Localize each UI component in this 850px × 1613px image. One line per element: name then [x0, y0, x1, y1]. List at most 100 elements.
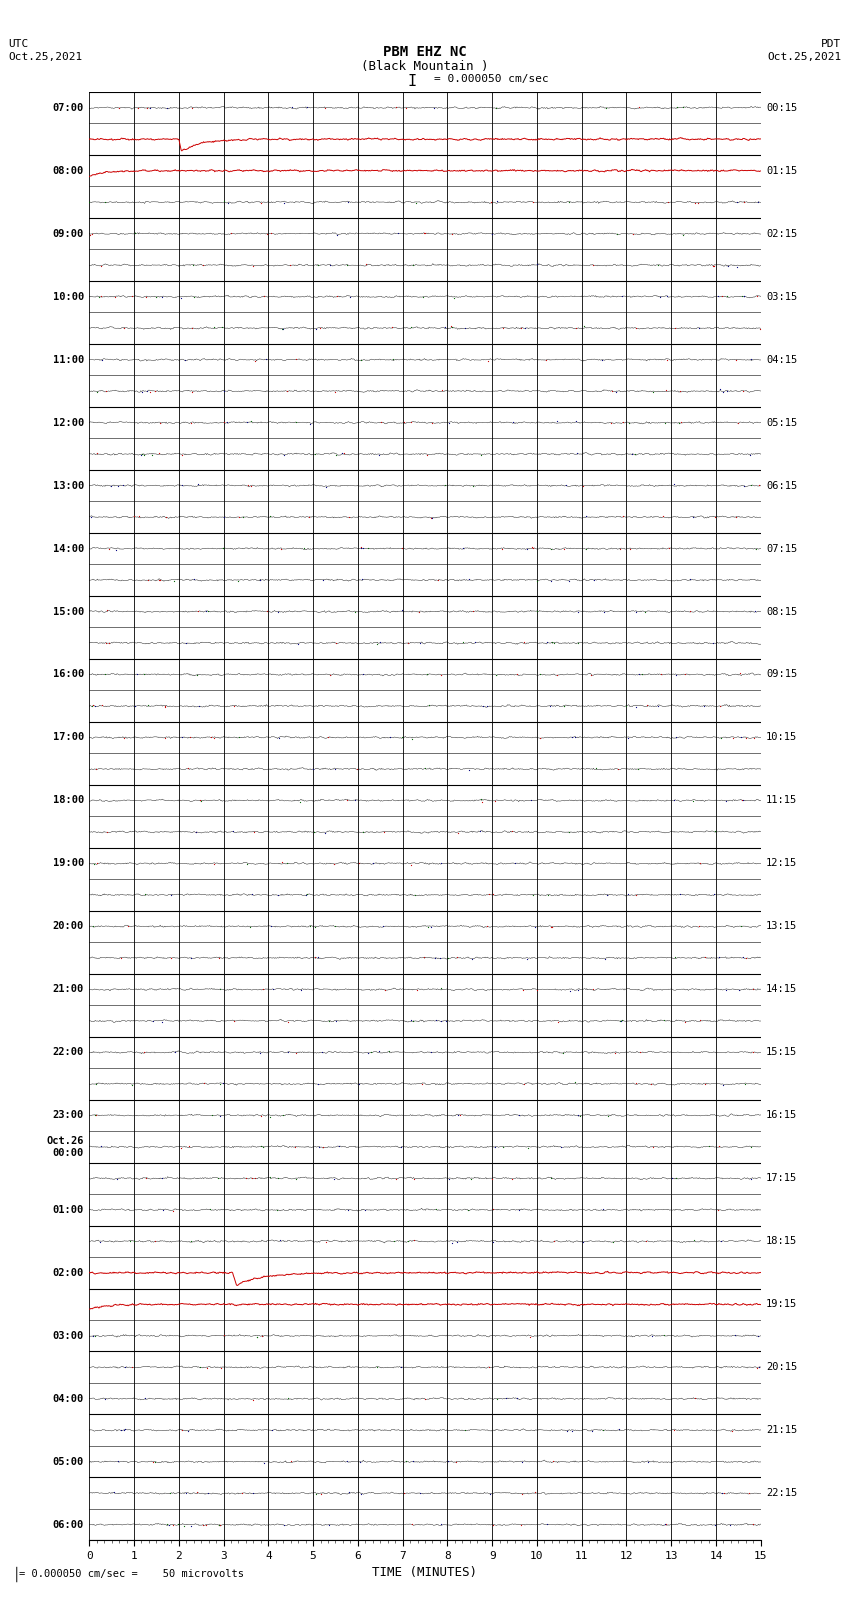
Point	[300, 881, 314, 907]
Point	[586, 252, 600, 277]
Point	[327, 1166, 341, 1192]
Text: 07:15: 07:15	[766, 544, 797, 553]
Point	[175, 1418, 189, 1444]
Point	[413, 631, 427, 656]
Point	[135, 379, 149, 405]
Point	[711, 1197, 725, 1223]
Point	[163, 1481, 177, 1507]
Point	[668, 945, 682, 971]
Point	[216, 1069, 230, 1095]
Point	[719, 787, 733, 813]
Text: = 0.000050 cm/sec: = 0.000050 cm/sec	[434, 74, 548, 84]
Point	[734, 724, 748, 750]
Point	[405, 1511, 419, 1537]
Point	[175, 473, 189, 498]
Point	[303, 913, 317, 939]
Point	[311, 252, 325, 277]
Point	[232, 503, 246, 529]
Point	[240, 410, 253, 436]
Point	[121, 913, 134, 939]
Text: I: I	[408, 74, 416, 89]
Point	[311, 945, 325, 971]
Point	[89, 756, 103, 782]
Point	[261, 221, 275, 247]
Point	[343, 284, 357, 310]
Point	[484, 189, 498, 215]
Point	[152, 566, 166, 592]
Point	[159, 503, 173, 529]
Point	[88, 850, 101, 876]
Point	[141, 566, 155, 592]
Point	[179, 631, 193, 656]
Point	[323, 663, 337, 689]
Point	[201, 1481, 214, 1507]
Point	[343, 1479, 356, 1505]
Point	[711, 282, 725, 308]
Point	[272, 724, 286, 750]
Point	[311, 1071, 325, 1097]
Point	[466, 473, 479, 498]
Point	[128, 1227, 141, 1253]
Point	[584, 661, 598, 687]
Point	[486, 1513, 500, 1539]
Point	[199, 598, 212, 624]
Point	[220, 410, 234, 436]
Point	[271, 882, 285, 908]
Point	[511, 661, 524, 687]
Point	[195, 789, 208, 815]
Point	[378, 976, 392, 1002]
Point	[214, 1355, 228, 1381]
Point	[299, 882, 313, 908]
Point	[111, 473, 125, 498]
Point	[520, 536, 534, 561]
Point	[400, 1448, 413, 1474]
Point	[94, 253, 107, 279]
Point	[257, 976, 270, 1002]
Point	[629, 440, 643, 466]
Point	[161, 95, 174, 121]
Point	[341, 252, 354, 277]
Point	[128, 221, 142, 247]
Point	[557, 1040, 570, 1066]
Point	[90, 850, 104, 876]
Point	[204, 724, 218, 750]
Point	[250, 1324, 264, 1350]
Point	[456, 536, 470, 561]
Point	[312, 1134, 326, 1160]
Point	[235, 1479, 249, 1505]
Point	[540, 1511, 553, 1537]
Point	[206, 1102, 219, 1127]
Text: 15:00: 15:00	[53, 606, 84, 616]
Point	[528, 1479, 541, 1505]
Point	[239, 1165, 252, 1190]
Point	[190, 819, 203, 845]
Point	[421, 915, 434, 940]
Text: 21:15: 21:15	[766, 1426, 797, 1436]
Point	[659, 1511, 672, 1537]
Point	[744, 347, 757, 373]
Point	[372, 1039, 386, 1065]
Point	[551, 1010, 564, 1036]
Point	[545, 537, 558, 563]
Point	[117, 315, 131, 340]
Point	[99, 377, 112, 403]
Text: 12:15: 12:15	[766, 858, 797, 868]
Point	[400, 1229, 414, 1255]
Point	[316, 568, 330, 594]
Point	[615, 1008, 628, 1034]
Point	[489, 661, 502, 687]
Point	[107, 1479, 121, 1505]
Text: 07:00: 07:00	[53, 103, 84, 113]
Point	[309, 440, 322, 466]
Point	[461, 1197, 474, 1223]
Point	[158, 694, 172, 719]
Point	[410, 977, 423, 1003]
Text: 17:15: 17:15	[766, 1173, 797, 1184]
Point	[642, 1450, 655, 1476]
Point	[263, 1105, 276, 1131]
Point	[569, 724, 582, 750]
Point	[212, 1511, 226, 1537]
Point	[190, 819, 203, 845]
Point	[576, 1229, 590, 1255]
Text: 23:00: 23:00	[53, 1110, 84, 1121]
